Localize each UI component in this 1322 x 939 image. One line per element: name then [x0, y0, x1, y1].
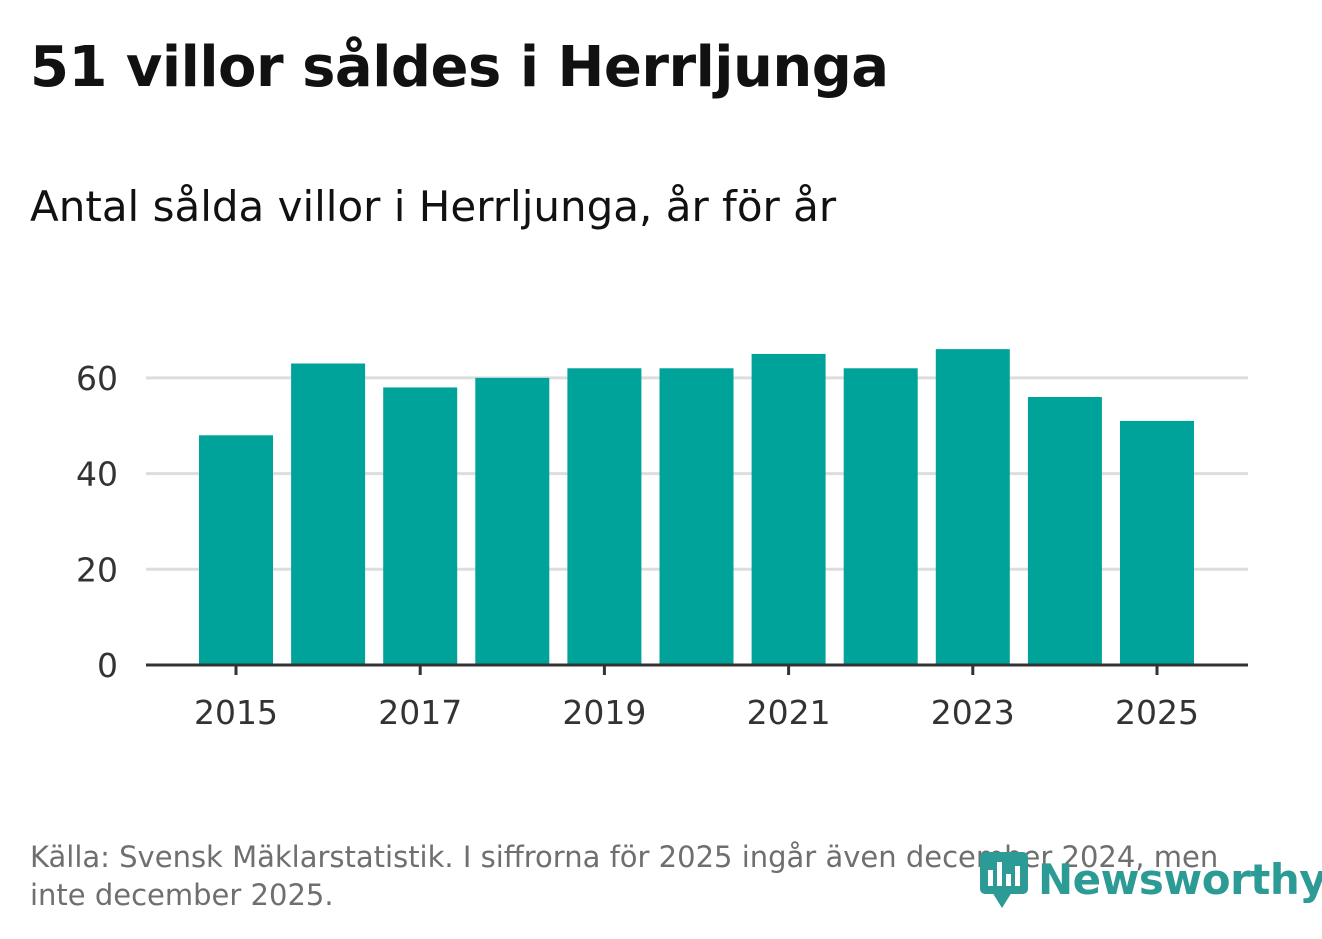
- y-tick-label: 20: [76, 550, 118, 589]
- bar-2024: [1027, 397, 1102, 665]
- bar-2020: [659, 368, 734, 665]
- y-tick-label: 60: [76, 359, 118, 398]
- logo-text: Newsworthy: [1038, 854, 1322, 904]
- bar-2019: [567, 368, 642, 665]
- bar-2015: [199, 435, 273, 665]
- x-tick-label: 2023: [931, 693, 1015, 732]
- x-tick-label: 2017: [378, 693, 462, 732]
- x-tick-label: 2019: [562, 693, 646, 732]
- x-tick-label: 2015: [194, 693, 278, 732]
- chart-title: 51 villor såldes i Herrljunga: [30, 35, 889, 100]
- bars: [199, 349, 1194, 665]
- bar-2016: [291, 363, 366, 665]
- bar-2022: [843, 368, 918, 665]
- x-tick-label: 2021: [747, 693, 831, 732]
- newsworthy-logo: Newsworthy: [978, 846, 1322, 912]
- bar-chart: 0 20 40 60 2015 2017 2019 2021 2023 2025: [76, 349, 1248, 732]
- y-axis-labels: 0 20 40 60: [76, 359, 118, 685]
- y-tick-label: 0: [97, 646, 118, 685]
- bar-2018: [475, 377, 550, 665]
- bar-2025: [1120, 420, 1194, 665]
- chart-subtitle: Antal sålda villor i Herrljunga, år för …: [30, 182, 837, 231]
- x-axis-labels: 2015 2017 2019 2021 2023 2025: [194, 693, 1199, 732]
- bar-2023: [935, 349, 1010, 665]
- bar-chart-speech-bubble-icon: [980, 852, 1028, 908]
- y-tick-label: 40: [76, 455, 118, 494]
- x-axis: [146, 663, 1248, 675]
- bar-2017: [383, 387, 458, 665]
- x-tick-label: 2025: [1115, 693, 1199, 732]
- bar-2021: [751, 353, 826, 665]
